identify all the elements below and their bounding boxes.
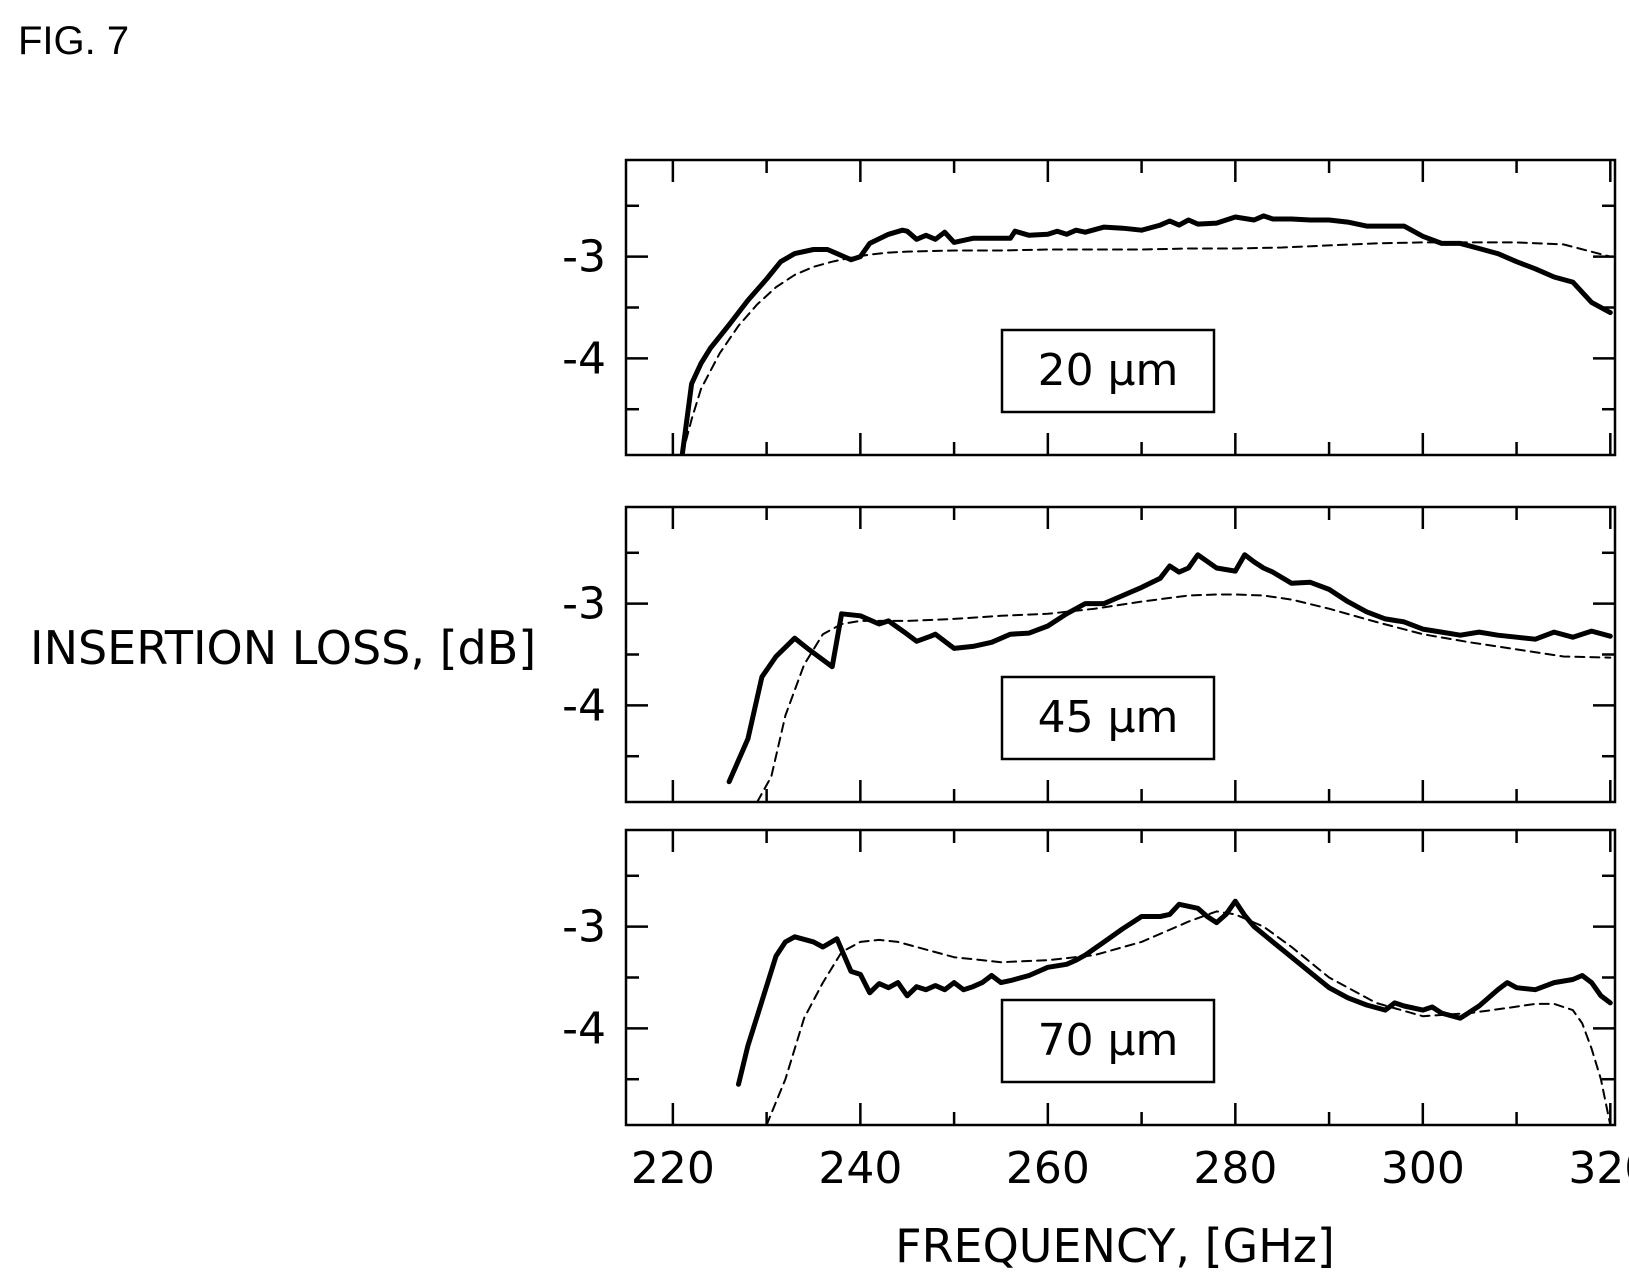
y-axis-label: INSERTION LOSS, [dB] xyxy=(30,621,536,675)
panel-label-box xyxy=(1000,328,1216,414)
panel-label: 20 µm xyxy=(1038,345,1179,396)
panel-label-box xyxy=(1000,998,1216,1084)
x-tick-label: 240 xyxy=(818,1143,902,1194)
series-line-solid xyxy=(679,213,1613,455)
x-tick-label: 220 xyxy=(631,1143,715,1194)
x-tick-label: 260 xyxy=(1006,1143,1090,1194)
x-axis-label: FREQUENCY, [GHz] xyxy=(895,1219,1335,1273)
panel-1: -3 -4 20 µm xyxy=(562,158,1617,457)
y-tick-label: -3 xyxy=(562,579,606,630)
y-tick-label: -4 xyxy=(562,680,606,731)
panel-3: -3 -4 70 µm xyxy=(562,828,1617,1127)
panel-2: -3 -4 45 µm xyxy=(562,505,1617,804)
y-tick-label: -3 xyxy=(562,232,606,283)
x-tick-label: 320 xyxy=(1568,1143,1629,1194)
panel-label: 70 µm xyxy=(1038,1015,1179,1066)
y-tick-label: -4 xyxy=(562,1003,606,1054)
y-tick-label: -4 xyxy=(562,333,606,384)
figure-label: FIG. 7 xyxy=(18,19,129,63)
y-tick-label: -3 xyxy=(562,902,606,953)
x-tick-labels: 220 240 260 280 300 320 xyxy=(631,1143,1629,1194)
panel-label-box xyxy=(1000,675,1216,761)
series-line-dashed xyxy=(681,241,1612,455)
series-line-solid xyxy=(726,552,1613,785)
series-line-dashed xyxy=(765,910,1612,1125)
series-line-dashed xyxy=(756,593,1612,802)
panel-label: 45 µm xyxy=(1038,692,1179,743)
x-tick-label: 280 xyxy=(1193,1143,1277,1194)
series-line-solid xyxy=(736,898,1613,1087)
x-tick-label: 300 xyxy=(1381,1143,1465,1194)
chart-panels: -3 -4 20 µm -3 -4 45 µm -3 -4 70 µm xyxy=(562,158,1617,1127)
